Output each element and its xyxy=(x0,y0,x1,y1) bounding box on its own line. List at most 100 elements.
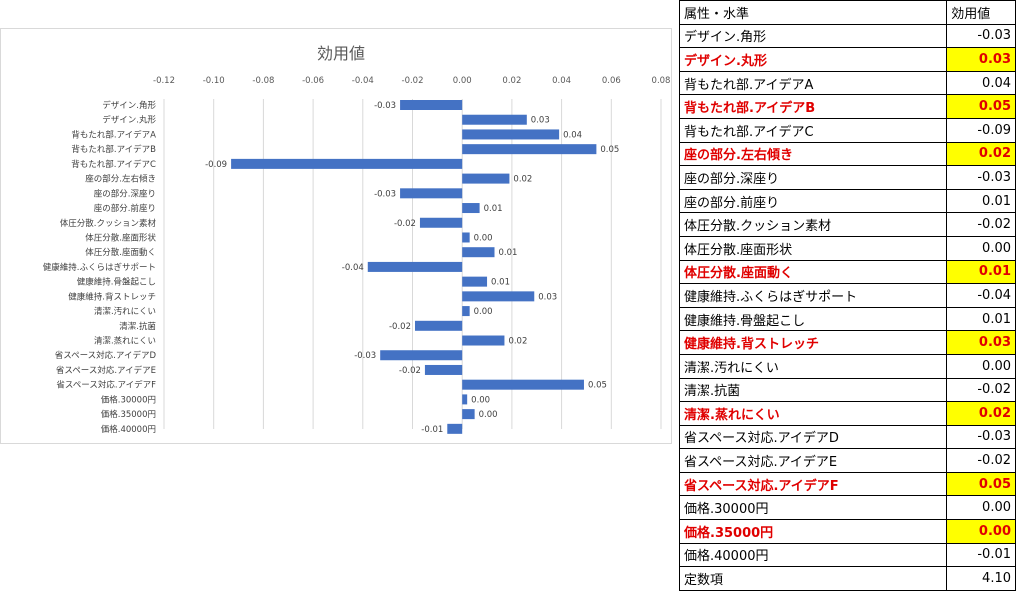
data-label: -0.02 xyxy=(394,219,416,229)
row-attribute-level: 省スペース対応.アイデアD xyxy=(678,424,948,450)
row-utility-value: 0.00 xyxy=(946,495,1016,521)
row-utility-value: -0.02 xyxy=(946,212,1016,237)
table-row: 健康維持.ふくらはぎサポート -0.04 xyxy=(678,283,1016,308)
data-label: 0.02 xyxy=(513,175,532,185)
row-utility-value: 4.10 xyxy=(946,566,1016,591)
data-label: 0.01 xyxy=(499,248,518,258)
bar xyxy=(380,350,463,361)
header-attribute: 属性・水準 xyxy=(678,0,948,25)
data-label: -0.03 xyxy=(354,351,376,361)
data-label: 0.00 xyxy=(474,233,493,243)
data-label: 0.04 xyxy=(563,130,582,140)
bar xyxy=(462,291,535,302)
x-tick-label: -0.06 xyxy=(302,76,324,86)
bar xyxy=(414,320,463,331)
x-tick-label: -0.10 xyxy=(203,76,225,86)
data-label: -0.04 xyxy=(342,263,364,273)
category-label: 健康維持.骨盤起こし xyxy=(77,277,156,288)
category-label: 体圧分散.座面動く xyxy=(85,247,156,258)
table-row: 背もたれ部.アイデアA 0.04 xyxy=(678,70,1016,96)
table-row: 価格.35000円 0.00 xyxy=(678,519,1016,544)
bar xyxy=(231,158,463,169)
row-utility-value: 0.01 xyxy=(946,188,1016,214)
table-row: 体圧分散.クッション素材 -0.02 xyxy=(678,212,1016,237)
bar xyxy=(462,306,470,317)
table-row: デザイン.角形 -0.03 xyxy=(678,23,1016,49)
bar xyxy=(462,335,505,346)
row-attribute-level: デザイン.丸形 xyxy=(678,47,948,72)
category-label: 座の部分.深座り xyxy=(94,188,156,199)
table-row: 座の部分.前座り 0.01 xyxy=(678,188,1016,214)
category-label: 健康維持.背ストレッチ xyxy=(68,291,156,302)
bar xyxy=(419,217,463,228)
table-row: 背もたれ部.アイデアB 0.05 xyxy=(678,94,1016,119)
table-header-row: 属性・水準 効用値 xyxy=(678,0,1016,25)
row-utility-value: -0.03 xyxy=(946,424,1016,450)
bar xyxy=(462,394,468,405)
category-label: 座の部分.前座り xyxy=(94,203,156,214)
category-label: 背もたれ部.アイデアC xyxy=(71,159,156,170)
x-tick-label: 0.06 xyxy=(602,76,621,86)
row-utility-value: 0.02 xyxy=(946,141,1016,167)
category-label: 省スペース対応.アイデアE xyxy=(56,365,156,376)
table-row: 健康維持.背ストレッチ 0.03 xyxy=(678,330,1016,355)
row-attribute-level: 座の部分.左右傾き xyxy=(678,141,948,167)
row-attribute-level: 体圧分散.座面形状 xyxy=(678,235,948,261)
data-label: 0.00 xyxy=(474,307,493,317)
table-row: 省スペース対応.アイデアD -0.03 xyxy=(678,424,1016,450)
bar xyxy=(424,364,463,375)
category-label: 座の部分.左右傾き xyxy=(85,174,156,185)
data-label: -0.02 xyxy=(399,366,421,376)
row-attribute-level: 定数項 xyxy=(678,566,948,591)
table-row: 清潔.抗菌 -0.02 xyxy=(678,377,1016,403)
table-row: 定数項 4.10 xyxy=(678,566,1016,591)
row-utility-value: 0.00 xyxy=(946,235,1016,261)
row-attribute-level: 省スペース対応.アイデアF xyxy=(678,471,948,497)
data-label: 0.01 xyxy=(491,278,510,288)
row-utility-value: 0.03 xyxy=(946,330,1016,355)
row-attribute-level: 清潔.汚れにくい xyxy=(678,353,948,379)
category-label: 省スペース対応.アイデアD xyxy=(55,350,157,361)
table-row: 健康維持.骨盤起こし 0.01 xyxy=(678,306,1016,332)
category-label: 体圧分散.クッション素材 xyxy=(60,218,157,229)
bar xyxy=(462,276,488,287)
bar xyxy=(462,173,510,184)
table-row: 価格.30000円 0.00 xyxy=(678,495,1016,521)
row-utility-value: -0.09 xyxy=(946,117,1016,143)
data-label: 0.01 xyxy=(484,204,503,214)
bar xyxy=(447,423,463,434)
category-label: 清潔.抗菌 xyxy=(119,321,156,332)
category-label: 清潔.汚れにくい xyxy=(94,306,156,317)
row-attribute-level: 価格.40000円 xyxy=(678,542,948,568)
bar xyxy=(400,100,463,110)
utility-table: 属性・水準 効用値 デザイン.角形 -0.03 デザイン.丸形 0.03 背もたれ部.ア… xyxy=(678,0,1016,591)
data-label: -0.03 xyxy=(374,189,396,199)
bar xyxy=(400,188,463,199)
table-row: デザイン.丸形 0.03 xyxy=(678,47,1016,72)
x-tick-label: -0.02 xyxy=(402,76,424,86)
bar xyxy=(462,129,560,140)
x-tick-label: -0.08 xyxy=(252,76,274,86)
table-row: 背もたれ部.アイデアC -0.09 xyxy=(678,117,1016,143)
table-row: 体圧分散.座面形状 0.00 xyxy=(678,235,1016,261)
category-label: 価格.35000円 xyxy=(101,409,156,420)
bar xyxy=(462,114,527,125)
row-attribute-level: デザイン.角形 xyxy=(678,23,948,49)
row-utility-value: 0.03 xyxy=(946,47,1016,72)
row-attribute-level: 健康維持.背ストレッチ xyxy=(678,330,948,355)
category-label: 体圧分散.座面形状 xyxy=(85,232,156,243)
row-attribute-level: 背もたれ部.アイデアC xyxy=(678,117,948,143)
row-utility-value: 0.00 xyxy=(946,519,1016,544)
category-label: 背もたれ部.アイデアA xyxy=(71,129,156,140)
bar xyxy=(462,203,480,214)
row-utility-value: 0.02 xyxy=(946,401,1016,426)
data-label: -0.09 xyxy=(205,160,227,170)
category-label: 健康維持.ふくらはぎサポート xyxy=(43,262,156,273)
header-utility: 効用値 xyxy=(946,0,1016,25)
row-attribute-level: 座の部分.深座り xyxy=(678,165,948,190)
x-tick-label: 0.04 xyxy=(552,76,571,86)
table-row: 省スペース対応.アイデアF 0.05 xyxy=(678,471,1016,497)
row-utility-value: -0.01 xyxy=(946,542,1016,568)
row-attribute-level: 背もたれ部.アイデアB xyxy=(678,94,948,119)
category-label: 背もたれ部.アイデアB xyxy=(71,144,156,155)
